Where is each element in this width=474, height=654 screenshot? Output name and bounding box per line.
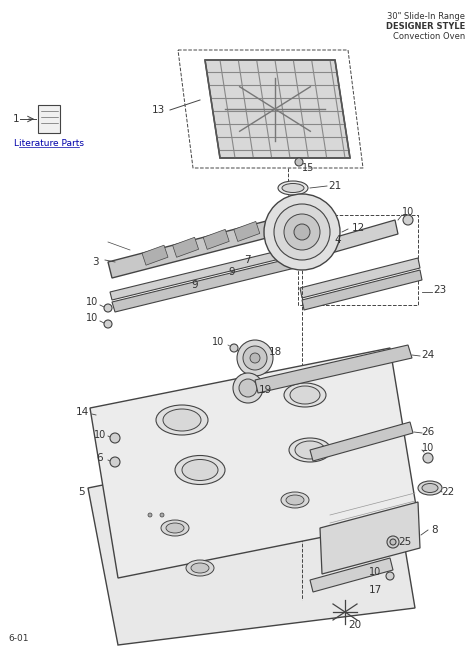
Polygon shape (320, 502, 420, 574)
Polygon shape (108, 218, 282, 278)
Circle shape (233, 373, 263, 403)
Text: 15: 15 (302, 163, 314, 173)
Ellipse shape (186, 560, 214, 576)
Text: 10: 10 (422, 443, 434, 453)
Ellipse shape (418, 481, 442, 495)
Circle shape (243, 346, 267, 370)
Circle shape (148, 513, 152, 517)
Text: 13: 13 (151, 105, 164, 115)
Circle shape (403, 215, 413, 225)
Circle shape (387, 536, 399, 548)
Text: 26: 26 (421, 427, 435, 437)
Text: 30" Slide-In Range: 30" Slide-In Range (387, 12, 465, 21)
Polygon shape (234, 222, 260, 241)
Text: Convection Oven: Convection Oven (393, 32, 465, 41)
Circle shape (230, 344, 238, 352)
Polygon shape (310, 422, 413, 461)
Text: 10: 10 (402, 207, 414, 217)
Ellipse shape (290, 386, 320, 404)
Circle shape (110, 457, 120, 467)
Circle shape (250, 353, 260, 363)
Polygon shape (142, 245, 168, 266)
Circle shape (237, 340, 273, 376)
Circle shape (239, 379, 257, 397)
Polygon shape (205, 60, 350, 158)
Ellipse shape (161, 520, 189, 536)
Circle shape (274, 204, 330, 260)
Polygon shape (173, 237, 199, 257)
Circle shape (294, 224, 310, 240)
Polygon shape (298, 220, 398, 262)
Polygon shape (300, 258, 420, 298)
Text: 21: 21 (328, 181, 342, 191)
Ellipse shape (286, 495, 304, 505)
Text: 10: 10 (212, 337, 224, 347)
Text: 12: 12 (351, 223, 365, 233)
Polygon shape (88, 428, 415, 645)
Ellipse shape (278, 181, 308, 195)
Polygon shape (302, 270, 422, 310)
Text: 8: 8 (432, 525, 438, 535)
Text: 3: 3 (91, 257, 98, 267)
Polygon shape (110, 248, 292, 300)
Ellipse shape (163, 409, 201, 431)
Circle shape (160, 513, 164, 517)
Circle shape (104, 304, 112, 312)
Text: 7: 7 (244, 255, 250, 265)
Ellipse shape (166, 523, 184, 533)
Text: 10: 10 (86, 297, 98, 307)
Ellipse shape (156, 405, 208, 435)
Text: 23: 23 (433, 285, 447, 295)
Text: 6-01: 6-01 (8, 634, 28, 643)
Ellipse shape (282, 184, 304, 192)
Text: 18: 18 (268, 347, 282, 357)
Circle shape (110, 433, 120, 443)
Text: 4: 4 (335, 235, 341, 245)
Circle shape (104, 320, 112, 328)
Text: 5: 5 (79, 487, 85, 497)
Text: 9: 9 (191, 280, 198, 290)
Circle shape (264, 194, 340, 270)
Text: 10: 10 (86, 313, 98, 323)
Ellipse shape (182, 460, 218, 481)
Text: 1: 1 (13, 114, 19, 124)
Circle shape (295, 158, 303, 166)
Ellipse shape (175, 455, 225, 485)
Text: Literature Parts: Literature Parts (14, 139, 84, 148)
Text: 20: 20 (348, 620, 362, 630)
Ellipse shape (422, 483, 438, 492)
Polygon shape (310, 558, 393, 592)
Circle shape (423, 453, 433, 463)
Circle shape (390, 539, 396, 545)
Text: 10: 10 (369, 567, 381, 577)
Polygon shape (112, 258, 295, 312)
Text: 25: 25 (398, 537, 411, 547)
Ellipse shape (191, 563, 209, 573)
Ellipse shape (284, 383, 326, 407)
Text: 10: 10 (94, 430, 106, 440)
Text: 19: 19 (258, 385, 272, 395)
Polygon shape (203, 230, 229, 249)
Polygon shape (38, 105, 60, 133)
Text: 6: 6 (97, 453, 103, 463)
Polygon shape (90, 348, 418, 578)
Ellipse shape (281, 492, 309, 508)
Text: 9: 9 (228, 267, 235, 277)
Circle shape (386, 572, 394, 580)
Text: DESIGNER STYLE: DESIGNER STYLE (386, 22, 465, 31)
Text: 14: 14 (75, 407, 89, 417)
Circle shape (284, 214, 320, 250)
Text: 24: 24 (421, 350, 435, 360)
Text: 17: 17 (368, 585, 382, 595)
Ellipse shape (295, 441, 325, 459)
Polygon shape (255, 345, 412, 393)
Text: 22: 22 (441, 487, 455, 497)
Ellipse shape (289, 438, 331, 462)
